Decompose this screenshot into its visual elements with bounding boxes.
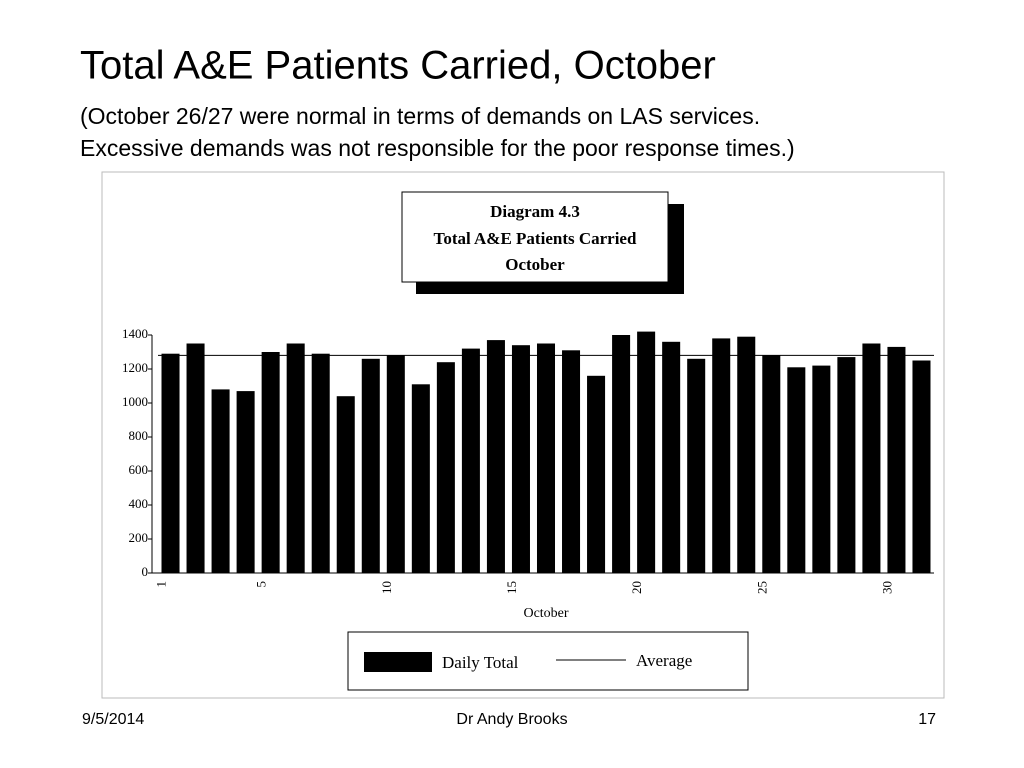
bar	[862, 343, 881, 573]
slide-title: Total A&E Patients Carried, October	[80, 44, 716, 88]
x-tick-label: 10	[379, 581, 394, 594]
bar	[662, 341, 681, 573]
y-tick-label: 1200	[122, 360, 148, 375]
chart-title: Total A&E Patients Carried	[434, 229, 637, 248]
bar	[562, 350, 581, 573]
y-tick-label: 400	[129, 496, 149, 511]
bar	[837, 357, 856, 573]
x-tick-label: 1	[154, 581, 169, 588]
bar	[486, 340, 505, 573]
y-tick-label: 600	[129, 462, 149, 477]
slide-subtitle: (October 26/27 were normal in terms of d…	[80, 103, 760, 129]
bar	[511, 345, 530, 573]
bar	[211, 389, 230, 573]
bar	[236, 391, 255, 573]
legend-label: Average	[636, 651, 692, 670]
bar	[812, 365, 831, 573]
x-tick-label: 20	[629, 581, 644, 594]
legend-label: Daily Total	[442, 653, 519, 672]
legend-swatch	[364, 652, 432, 672]
x-tick-label: 25	[754, 581, 769, 594]
bar	[411, 384, 430, 573]
bar	[787, 367, 806, 573]
footer-date: 9/5/2014	[82, 711, 144, 728]
bar	[712, 338, 731, 573]
x-tick-label: 30	[879, 581, 894, 594]
footer-page: 17	[918, 711, 936, 728]
bar	[587, 375, 606, 573]
bar	[912, 360, 931, 573]
bar	[687, 358, 706, 573]
slide-subtitle: Excessive demands was not responsible fo…	[80, 135, 795, 161]
chart-title: October	[505, 255, 565, 274]
y-tick-label: 1400	[122, 326, 148, 341]
bar	[436, 362, 455, 573]
x-tick-label: 15	[504, 581, 519, 594]
bar	[361, 358, 380, 573]
x-tick-label: 5	[254, 581, 269, 588]
bar	[536, 343, 556, 573]
x-axis-label: October	[523, 606, 568, 621]
title-box	[401, 191, 669, 283]
bar	[261, 352, 280, 573]
bar	[737, 336, 756, 573]
bar	[887, 346, 906, 573]
scan-frame	[101, 171, 945, 699]
bar	[311, 353, 330, 573]
bar	[336, 396, 355, 573]
y-tick-label: 200	[129, 530, 149, 545]
bar	[161, 353, 180, 573]
bar	[461, 348, 480, 573]
bar	[762, 355, 781, 573]
footer-author: Dr Andy Brooks	[456, 711, 567, 728]
y-tick-label: 800	[129, 428, 149, 443]
bar	[637, 331, 656, 573]
y-tick-label: 0	[142, 564, 149, 579]
bar	[286, 343, 305, 573]
bar	[186, 343, 205, 573]
y-tick-label: 1000	[122, 394, 148, 409]
chart-title: Diagram 4.3	[490, 202, 580, 221]
bar	[612, 335, 631, 573]
bar	[386, 355, 405, 573]
